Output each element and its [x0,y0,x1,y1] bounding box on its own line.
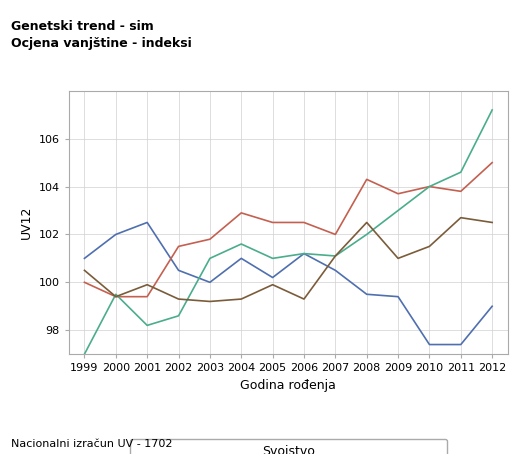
Y-axis label: UV12: UV12 [20,206,33,239]
Legend: skupna ocj. noge, skupna ocj. okvir, skupna ocj. vime, skupna ocj. mišićavost: skupna ocj. noge, skupna ocj. okvir, sku… [130,439,447,454]
Text: Nacionalni izračun UV - 1702: Nacionalni izračun UV - 1702 [11,439,172,449]
Text: Ocjena vanjštine - indeksi: Ocjena vanjštine - indeksi [11,37,191,50]
X-axis label: Godina rođenja: Godina rođenja [240,379,336,392]
Text: Genetski trend - sim: Genetski trend - sim [11,20,153,34]
